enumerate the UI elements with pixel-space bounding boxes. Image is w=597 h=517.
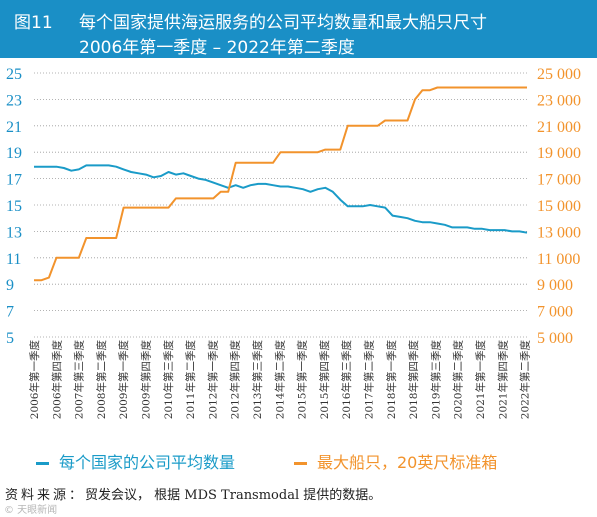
x-tick-label: 2015年第四季度 xyxy=(318,340,331,420)
left-tick-label: 11 xyxy=(6,251,21,268)
left-tick-label: 25 xyxy=(6,66,22,83)
gridlines xyxy=(34,72,527,338)
left-axis: 25 23 21 19 17 15 13 11 9 7 5 xyxy=(6,66,22,347)
x-tick-label: 2012年第四季度 xyxy=(229,340,242,420)
source-note: 资料来源：贸发会议， 根据 MDS Transmodal 提供的数据。 xyxy=(5,484,381,503)
figure-label: 图11 xyxy=(14,13,53,33)
source-text: 贸发会议， 根据 MDS Transmodal 提供的数据。 xyxy=(85,488,382,503)
x-tick-label: 2022年第二季度 xyxy=(519,340,532,420)
left-tick-label: 17 xyxy=(6,172,22,189)
series-line-1 xyxy=(34,86,527,282)
left-tick-label: 23 xyxy=(6,92,22,109)
right-tick-label: 11 000 xyxy=(537,251,580,268)
legend-swatch xyxy=(294,462,307,465)
legend: 每个国家的公司平均数量 最大船只，20英尺标准箱 xyxy=(0,449,597,475)
left-tick-label: 5 xyxy=(6,330,14,347)
x-axis: 2006年第一季度 2006年第四季度 2007年第三季度 2008年第二季度 2009… xyxy=(28,340,532,420)
x-tick-label: 2018年第四季度 xyxy=(407,340,420,420)
left-tick-label: 19 xyxy=(6,145,22,162)
x-tick-label: 2015年第一季度 xyxy=(296,340,309,420)
left-tick-label: 21 xyxy=(6,119,22,136)
x-tick-label: 2008年第二季度 xyxy=(95,340,108,420)
right-tick-label: 5 000 xyxy=(537,330,573,347)
x-tick-label: 2012年第一季度 xyxy=(206,340,219,420)
chart-subtitle: 2006年第一季度 – 2022年第二季度 xyxy=(79,38,355,58)
x-tick-label: 2014年第二季度 xyxy=(273,340,286,420)
x-tick-label: 2019年第三季度 xyxy=(429,340,442,420)
right-tick-label: 9 000 xyxy=(537,277,573,294)
right-tick-label: 13 000 xyxy=(537,224,581,241)
x-tick-label: 2021年第四季度 xyxy=(496,340,509,420)
title-banner: 图11 每个国家提供海运服务的公司平均数量和最大船只尺寸 2006年第一季度 –… xyxy=(0,0,597,58)
x-tick-label: 2013年第三季度 xyxy=(251,340,264,420)
right-tick-label: 7 000 xyxy=(537,304,573,321)
right-tick-label: 17 000 xyxy=(537,172,581,189)
right-tick-label: 19 000 xyxy=(537,145,581,162)
left-tick-label: 9 xyxy=(6,277,14,294)
right-tick-label: 25 000 xyxy=(537,66,581,83)
right-axis: 25 000 23 000 21 000 19 000 17 000 15 000 13 0… xyxy=(537,66,581,347)
x-tick-label: 2009年第一季度 xyxy=(117,340,130,420)
right-tick-label: 15 000 xyxy=(537,198,581,215)
x-tick-label: 2007年第三季度 xyxy=(73,340,86,420)
source-label: 资料来源： xyxy=(5,488,86,503)
legend-label: 最大船只，20英尺标准箱 xyxy=(317,453,498,472)
watermark: © 天眼新闻 xyxy=(4,505,58,516)
chart-title: 每个国家提供海运服务的公司平均数量和最大船只尺寸 xyxy=(79,13,487,33)
x-tick-label: 2009年第四季度 xyxy=(140,340,153,420)
x-tick-label: 2018年第一季度 xyxy=(385,340,398,420)
legend-item-firms: 每个国家的公司平均数量 xyxy=(36,449,235,473)
right-tick-label: 21 000 xyxy=(537,119,581,136)
left-tick-label: 13 xyxy=(6,224,22,241)
line-chart: 25 23 21 19 17 15 13 11 9 7 5 25 000 23 000 21 000 19… xyxy=(6,66,581,420)
x-tick-label: 2020年第二季度 xyxy=(452,340,465,420)
legend-label: 每个国家的公司平均数量 xyxy=(59,453,236,472)
x-tick-label: 2006年第四季度 xyxy=(50,340,63,420)
x-tick-label: 2017年第二季度 xyxy=(363,340,376,420)
legend-item-ship: 最大船只，20英尺标准箱 xyxy=(294,449,497,473)
x-tick-label: 2010年第三季度 xyxy=(162,340,175,420)
x-tick-label: 2006年第一季度 xyxy=(28,340,41,420)
series-line-0 xyxy=(34,164,528,234)
left-tick-label: 7 xyxy=(6,304,14,321)
legend-swatch xyxy=(36,462,49,465)
right-tick-label: 23 000 xyxy=(537,92,581,109)
x-tick-label: 2021年第一季度 xyxy=(474,340,487,420)
x-tick-label: 2016年第三季度 xyxy=(340,340,353,420)
series-layer xyxy=(34,86,528,282)
left-tick-label: 15 xyxy=(6,198,22,215)
x-tick-label: 2011年第二季度 xyxy=(184,340,197,420)
